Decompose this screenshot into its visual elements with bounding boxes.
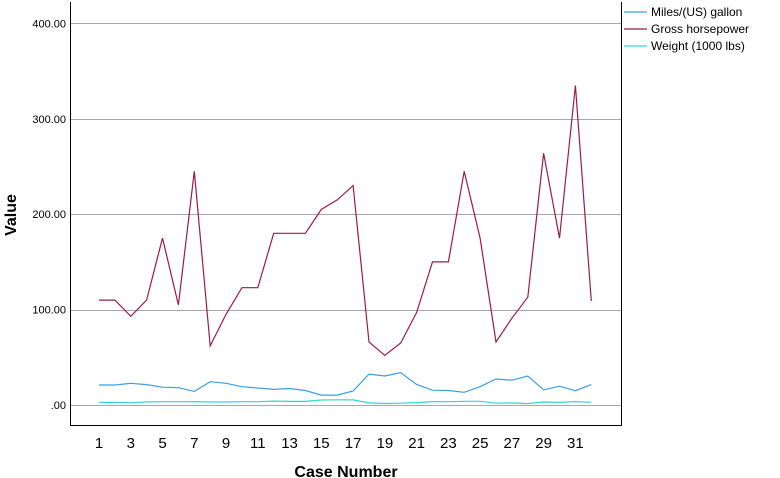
- legend-label: Miles/(US) gallon: [651, 5, 742, 19]
- x-tick-label: 11: [250, 435, 266, 452]
- x-tick-label: 27: [504, 435, 521, 452]
- x-tick-label: 19: [376, 435, 393, 452]
- legend: Miles/(US) gallon Gross horsepower Weight …: [624, 5, 749, 53]
- series-line-3: [98, 399, 592, 405]
- x-tick-label: 21: [408, 435, 425, 452]
- x-tick-label: 31: [567, 435, 584, 452]
- y-axis-title: Value: [3, 194, 20, 236]
- y-tick-label: 100.00: [32, 305, 66, 317]
- x-tick-label: 13: [281, 435, 298, 452]
- x-tick-label: 5: [158, 435, 166, 452]
- series-line-1: [99, 372, 592, 396]
- y-tick-label: 300.00: [32, 114, 66, 126]
- gridlines: [71, 23, 621, 406]
- y-tick-labels: .00 100.00 200.00 300.00 400.00: [32, 18, 66, 412]
- x-tick-label: 15: [313, 435, 330, 452]
- x-axis-title: Case Number: [294, 464, 397, 478]
- series-lines: [98, 85, 592, 405]
- legend-label: Weight (1000 lbs): [651, 39, 745, 53]
- legend-label: Gross horsepower: [651, 22, 749, 36]
- y-tick-label: 200.00: [32, 209, 66, 221]
- x-tick-labels: 1 3 5 7 9 11 13 15 17 19 21 23 25 27 29 31: [95, 435, 584, 452]
- x-tick-label: 25: [472, 435, 489, 452]
- x-tick-label: 29: [535, 435, 552, 452]
- x-tick-label: 3: [127, 435, 135, 452]
- series-line-2: [99, 85, 592, 357]
- x-tick-label: 9: [222, 435, 230, 452]
- x-tick-label: 23: [440, 435, 457, 452]
- x-tick-label: 17: [345, 435, 362, 452]
- x-tick-label: 1: [95, 435, 103, 452]
- y-tick-label: .00: [51, 400, 66, 412]
- y-tick-label: 400.00: [32, 18, 66, 30]
- axes: [70, 2, 622, 426]
- x-tick-label: 7: [190, 435, 198, 452]
